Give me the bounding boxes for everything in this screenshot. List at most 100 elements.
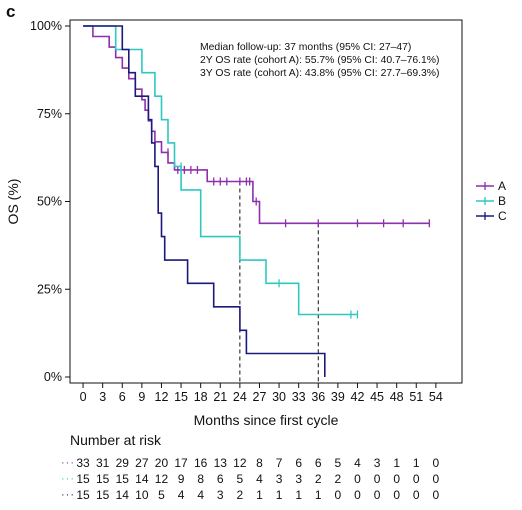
- risk-row-b: ··· 15 15 15 14 12 9 8 6 5 4 3 3 2 2 0 0 0 0 0: [0, 472, 522, 488]
- risk-row-a: ··· 33 31 29 27 20 17 16 13 12 8 7 6 6 5 4 3 1 1 0: [0, 456, 522, 472]
- x-tick-label: 0: [80, 390, 87, 404]
- legend-label: A: [498, 179, 506, 193]
- curve-c: [83, 25, 326, 377]
- y-axis-label: OS (%): [5, 179, 21, 225]
- risk-row-marker: ···: [61, 473, 75, 485]
- y-tick-label: 50%: [37, 195, 62, 209]
- risk-cell: 0: [354, 488, 361, 502]
- risk-cell: 14: [115, 488, 129, 502]
- annotation-line: 2Y OS rate (cohort A): 55.7% (95% CI: 40…: [200, 55, 440, 66]
- risk-cell: 4: [197, 488, 204, 502]
- x-tick-label: 9: [138, 390, 145, 404]
- x-tick-label: 3: [99, 390, 106, 404]
- risk-table-title: Number at risk: [70, 432, 162, 448]
- x-tick-label: 15: [174, 390, 188, 404]
- risk-cell: 6: [216, 472, 224, 486]
- y-tick-label: 100%: [30, 19, 62, 33]
- risk-row-marker: ···: [61, 457, 75, 469]
- risk-cell: 29: [115, 456, 129, 470]
- annotations: Median follow-up: 37 months (95% CI: 27–…: [200, 42, 440, 79]
- risk-cell: 0: [334, 488, 342, 502]
- legend-label: B: [498, 194, 506, 208]
- x-tick-label: 33: [292, 390, 306, 404]
- risk-table: Number at risk ··· 33 31 29 27 20 17 16 13 12 8 7 6 6…: [0, 432, 522, 510]
- risk-cell: 1: [295, 488, 302, 502]
- risk-cell: 1: [393, 456, 400, 470]
- risk-cell: 0: [373, 472, 381, 486]
- x-tick-label: 36: [311, 390, 325, 404]
- risk-cell: 12: [233, 456, 247, 470]
- x-tick-label: 27: [253, 390, 267, 404]
- risk-cell: 2: [334, 472, 342, 486]
- risk-cell: 0: [432, 456, 440, 470]
- risk-cell: 0: [412, 472, 420, 486]
- risk-cell: 1: [314, 488, 322, 502]
- risk-cell: 15: [95, 472, 110, 486]
- risk-cell: 1: [256, 488, 263, 502]
- risk-cell: 5: [158, 488, 165, 502]
- risk-cell: 0: [393, 488, 400, 502]
- y-tick-label: 25%: [37, 282, 62, 296]
- risk-cell: 1: [275, 488, 283, 502]
- risk-cell: 0: [412, 488, 420, 502]
- x-tick-label: 24: [233, 390, 247, 404]
- x-tick-label: 45: [370, 390, 384, 404]
- risk-cell: 2: [314, 472, 322, 486]
- survival-curves: [83, 25, 430, 377]
- x-tick-label: 12: [155, 390, 169, 404]
- risk-cell: 10: [135, 488, 149, 502]
- risk-cell: 3: [216, 488, 224, 502]
- legend: ABC: [476, 179, 507, 223]
- risk-cell: 0: [373, 488, 381, 502]
- y-tick-label: 0%: [44, 370, 62, 384]
- risk-row-c: ··· 15 15 14 10 5 4 4 3 2 1 1 1 1 0 0 0 0 0 0: [0, 488, 522, 504]
- risk-cell: 6: [314, 456, 322, 470]
- risk-cell: 4: [256, 472, 263, 486]
- axis-ticks: 0 3 6 9 12 15 18 21 24 27 30 33 36 39 42 45 48 51 540%25%5…: [30, 19, 443, 404]
- legend-label: C: [498, 209, 507, 223]
- risk-row-marker: ···: [61, 489, 75, 501]
- risk-cell: 17: [174, 456, 188, 470]
- risk-cell: 13: [213, 456, 227, 470]
- risk-cell: 15: [76, 472, 90, 486]
- y-tick-label: 75%: [37, 107, 62, 121]
- x-tick-label: 30: [272, 390, 286, 404]
- x-tick-label: 21: [213, 390, 227, 404]
- risk-cell: 5: [236, 472, 244, 486]
- risk-cell: 7: [275, 456, 283, 470]
- x-tick-label: 48: [390, 390, 404, 404]
- reference-lines: [239, 181, 319, 383]
- risk-cell: 4: [354, 456, 361, 470]
- risk-cell: 1: [412, 456, 420, 470]
- x-tick-label: 42: [351, 390, 365, 404]
- x-tick-label: 18: [194, 390, 208, 404]
- risk-cell: 31: [95, 456, 110, 470]
- risk-cell: 0: [393, 472, 400, 486]
- risk-cell: 12: [154, 472, 169, 486]
- risk-cell: 0: [432, 472, 440, 486]
- risk-cell: 0: [432, 488, 440, 502]
- x-tick-label: 54: [429, 390, 443, 404]
- risk-cell: 8: [197, 472, 204, 486]
- risk-cell: 3: [373, 456, 381, 470]
- x-axis-label: Months since first cycle: [194, 412, 339, 428]
- risk-cell: 15: [95, 488, 110, 502]
- x-tick-label: 39: [331, 390, 345, 404]
- plot-frame: [69, 19, 463, 384]
- x-tick-label: 6: [119, 390, 126, 404]
- risk-cell: 14: [135, 472, 149, 486]
- risk-cell: 20: [154, 456, 169, 470]
- risk-cell: 33: [76, 456, 90, 470]
- risk-cell: 16: [193, 456, 208, 470]
- risk-cell: 5: [334, 456, 342, 470]
- risk-cell: 6: [295, 456, 302, 470]
- annotation-line: Median follow-up: 37 months (95% CI: 27–…: [200, 42, 411, 53]
- risk-cell: 3: [275, 472, 283, 486]
- curve-b: [83, 25, 358, 316]
- risk-cell: 0: [354, 472, 361, 486]
- risk-cell: 15: [76, 488, 90, 502]
- risk-cell: 3: [295, 472, 302, 486]
- panel-label: c: [6, 2, 16, 21]
- risk-cell: 4: [177, 488, 185, 502]
- risk-cell: 15: [115, 472, 129, 486]
